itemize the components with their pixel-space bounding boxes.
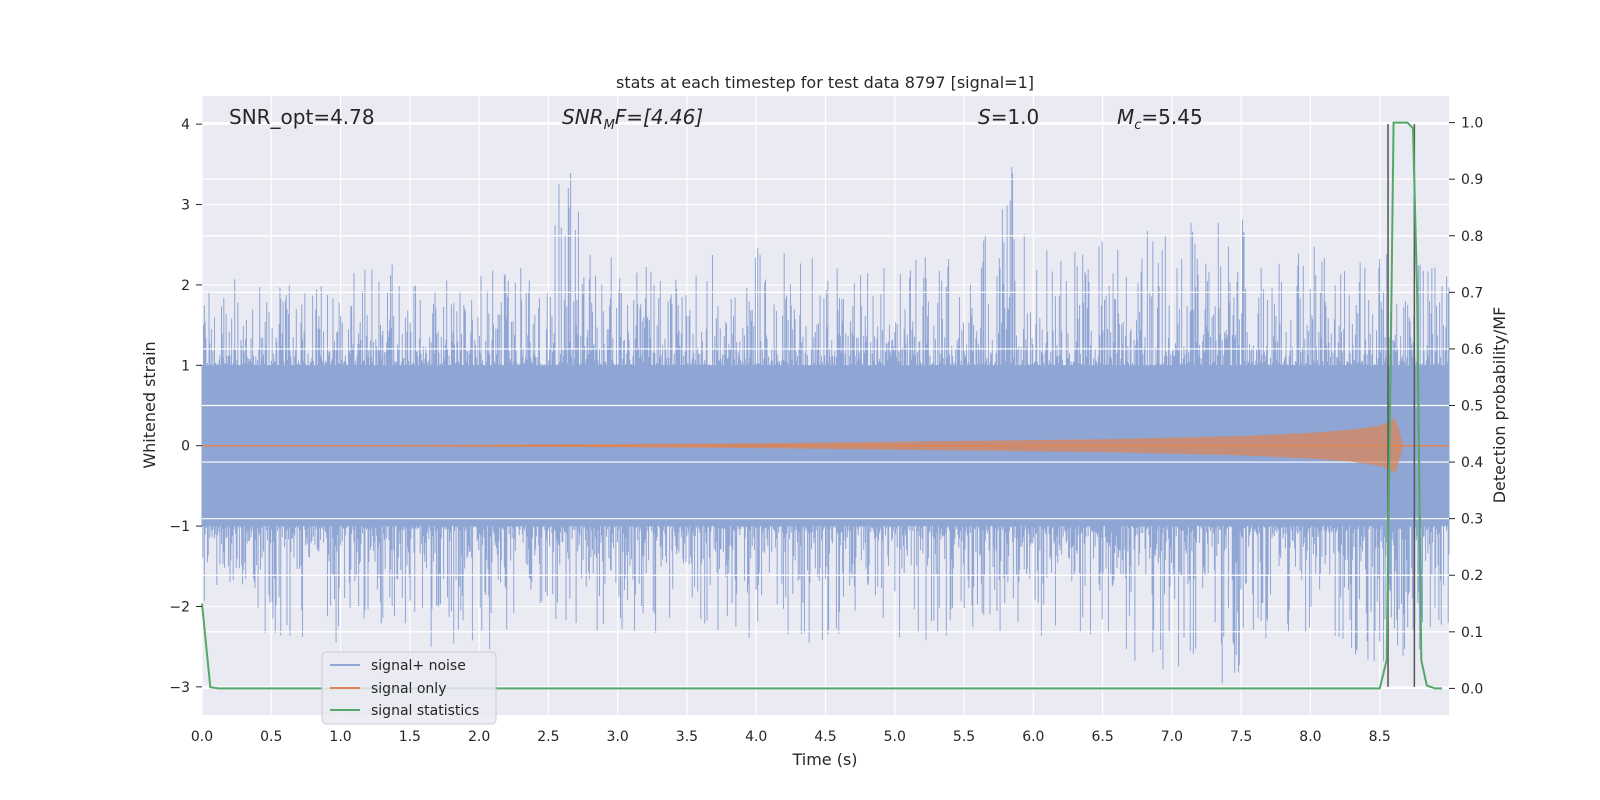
- annotation-s: S=1.0: [978, 105, 1039, 129]
- right-y-tick-label: 0.1: [1461, 625, 1483, 641]
- x-tick-label: 0.5: [260, 729, 282, 745]
- y-tick-label: 2: [181, 278, 190, 294]
- right-y-tick-label: 0.8: [1461, 229, 1483, 245]
- annotation-snr-opt: SNR_opt=4.78: [229, 105, 375, 129]
- legend-label-signal: signal only: [371, 681, 446, 697]
- snr-mf-value: F=[4.46]: [615, 105, 703, 129]
- x-tick-label: 6.0: [1022, 729, 1044, 745]
- legend-label-noise: signal+ noise: [371, 658, 466, 674]
- x-tick-label: 5.0: [884, 729, 906, 745]
- x-tick-label: 7.5: [1230, 729, 1252, 745]
- x-tick-label: 1.5: [399, 729, 421, 745]
- x-axis-ticks: 0.0 0.5 1.0 1.5 2.0 2.5 3.0 3.5 4.0 4.5 5.0 5.5 6.0 6…: [191, 729, 1391, 745]
- x-tick-label: 8.5: [1369, 729, 1391, 745]
- x-tick-label: 8.0: [1299, 729, 1321, 745]
- x-tick-label: 4.5: [814, 729, 836, 745]
- mc-symbol: M: [1117, 105, 1134, 129]
- x-tick-label: 5.5: [953, 729, 975, 745]
- chart-title: stats at each timestep for test data 879…: [616, 73, 1034, 92]
- x-tick-label: 2.0: [468, 729, 490, 745]
- right-y-tick-label: 0.9: [1461, 172, 1483, 188]
- s-value: =1.0: [991, 105, 1040, 129]
- legend: signal+ noise signal only signal statist…: [321, 651, 497, 725]
- right-y-tick-label: 0.2: [1461, 568, 1483, 584]
- x-tick-label: 3.5: [676, 729, 698, 745]
- x-tick-label: 0.0: [191, 729, 213, 745]
- right-y-tick-label: 0.5: [1461, 399, 1483, 415]
- right-y-tick-label: 0.6: [1461, 342, 1483, 358]
- mc-value: =5.45: [1141, 105, 1202, 129]
- y-tick-label: −2: [169, 599, 190, 615]
- right-y-tick-label: 0.0: [1461, 681, 1483, 697]
- y-tick-label: 4: [181, 117, 190, 133]
- right-y-tick-label: 0.3: [1461, 512, 1483, 528]
- right-y-tick-label: 0.4: [1461, 455, 1483, 471]
- s-symbol: S: [978, 105, 991, 129]
- x-tick-label: 2.5: [537, 729, 559, 745]
- snr-mf-symbol: SNR: [562, 105, 604, 129]
- x-tick-label: 1.0: [329, 729, 351, 745]
- x-tick-label: 7.0: [1161, 729, 1183, 745]
- signal-only-series: [202, 417, 1449, 474]
- y-axis-ticks: −3 −2 −1 0 1 2 3 4: [169, 117, 202, 696]
- legend-label-stats: signal statistics: [371, 703, 479, 719]
- right-y-axis-label: Detection probability/MF: [1490, 307, 1509, 504]
- y-tick-label: −1: [169, 519, 190, 535]
- y-tick-label: −3: [169, 680, 190, 696]
- y-tick-label: 3: [181, 198, 190, 214]
- x-axis-label: Time (s): [791, 750, 857, 769]
- annotation-mc: Mc=5.45: [1117, 105, 1203, 133]
- y-tick-label: 1: [181, 358, 190, 374]
- annotation-snr-mf: SNRMF=[4.46]: [562, 105, 703, 133]
- right-y-tick-label: 1.0: [1461, 116, 1483, 132]
- x-tick-label: 6.5: [1091, 729, 1113, 745]
- y-axis-label: Whitened strain: [140, 341, 159, 468]
- x-tick-label: 3.0: [607, 729, 629, 745]
- right-y-tick-label: 0.7: [1461, 285, 1483, 301]
- x-tick-label: 4.0: [745, 729, 767, 745]
- right-y-axis-ticks: 0.0 0.1 0.2 0.3 0.4 0.5 0.6 0.7 0.8 0.9 1.0: [1449, 116, 1483, 697]
- mc-subscript: c: [1134, 118, 1141, 133]
- snr-mf-subscript: M: [604, 118, 615, 133]
- legend-box: [321, 651, 497, 725]
- y-tick-label: 0: [181, 439, 190, 455]
